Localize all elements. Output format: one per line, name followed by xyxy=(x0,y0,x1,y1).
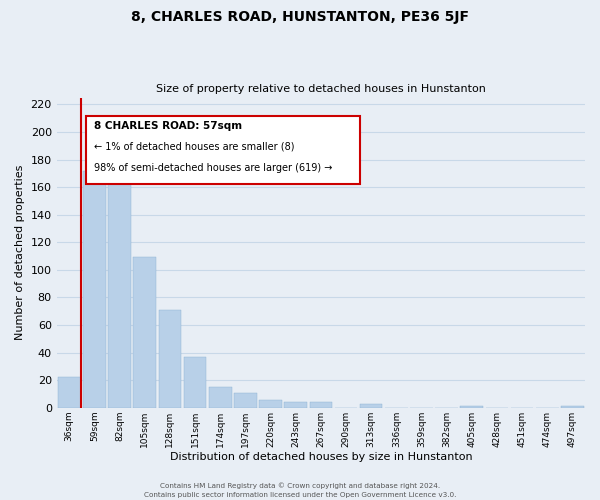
Bar xyxy=(284,402,307,408)
Bar xyxy=(360,404,382,408)
Title: Size of property relative to detached houses in Hunstanton: Size of property relative to detached ho… xyxy=(156,84,486,94)
Bar xyxy=(58,378,80,408)
Bar xyxy=(259,400,282,408)
FancyBboxPatch shape xyxy=(86,116,361,184)
Text: ← 1% of detached houses are smaller (8): ← 1% of detached houses are smaller (8) xyxy=(94,142,294,152)
Bar xyxy=(234,392,257,408)
Bar xyxy=(83,170,106,408)
Bar xyxy=(561,406,584,408)
Text: Contains public sector information licensed under the Open Government Licence v3: Contains public sector information licen… xyxy=(144,492,456,498)
Text: 98% of semi-detached houses are larger (619) →: 98% of semi-detached houses are larger (… xyxy=(94,163,332,173)
Bar xyxy=(158,310,181,408)
Text: Contains HM Land Registry data © Crown copyright and database right 2024.: Contains HM Land Registry data © Crown c… xyxy=(160,482,440,489)
Bar xyxy=(310,402,332,408)
Bar xyxy=(133,258,156,408)
X-axis label: Distribution of detached houses by size in Hunstanton: Distribution of detached houses by size … xyxy=(170,452,472,462)
Bar xyxy=(460,406,483,408)
Text: 8 CHARLES ROAD: 57sqm: 8 CHARLES ROAD: 57sqm xyxy=(94,121,242,131)
Bar xyxy=(184,357,206,408)
Bar xyxy=(108,161,131,408)
Text: 8, CHARLES ROAD, HUNSTANTON, PE36 5JF: 8, CHARLES ROAD, HUNSTANTON, PE36 5JF xyxy=(131,10,469,24)
Bar xyxy=(209,387,232,408)
Y-axis label: Number of detached properties: Number of detached properties xyxy=(15,165,25,340)
